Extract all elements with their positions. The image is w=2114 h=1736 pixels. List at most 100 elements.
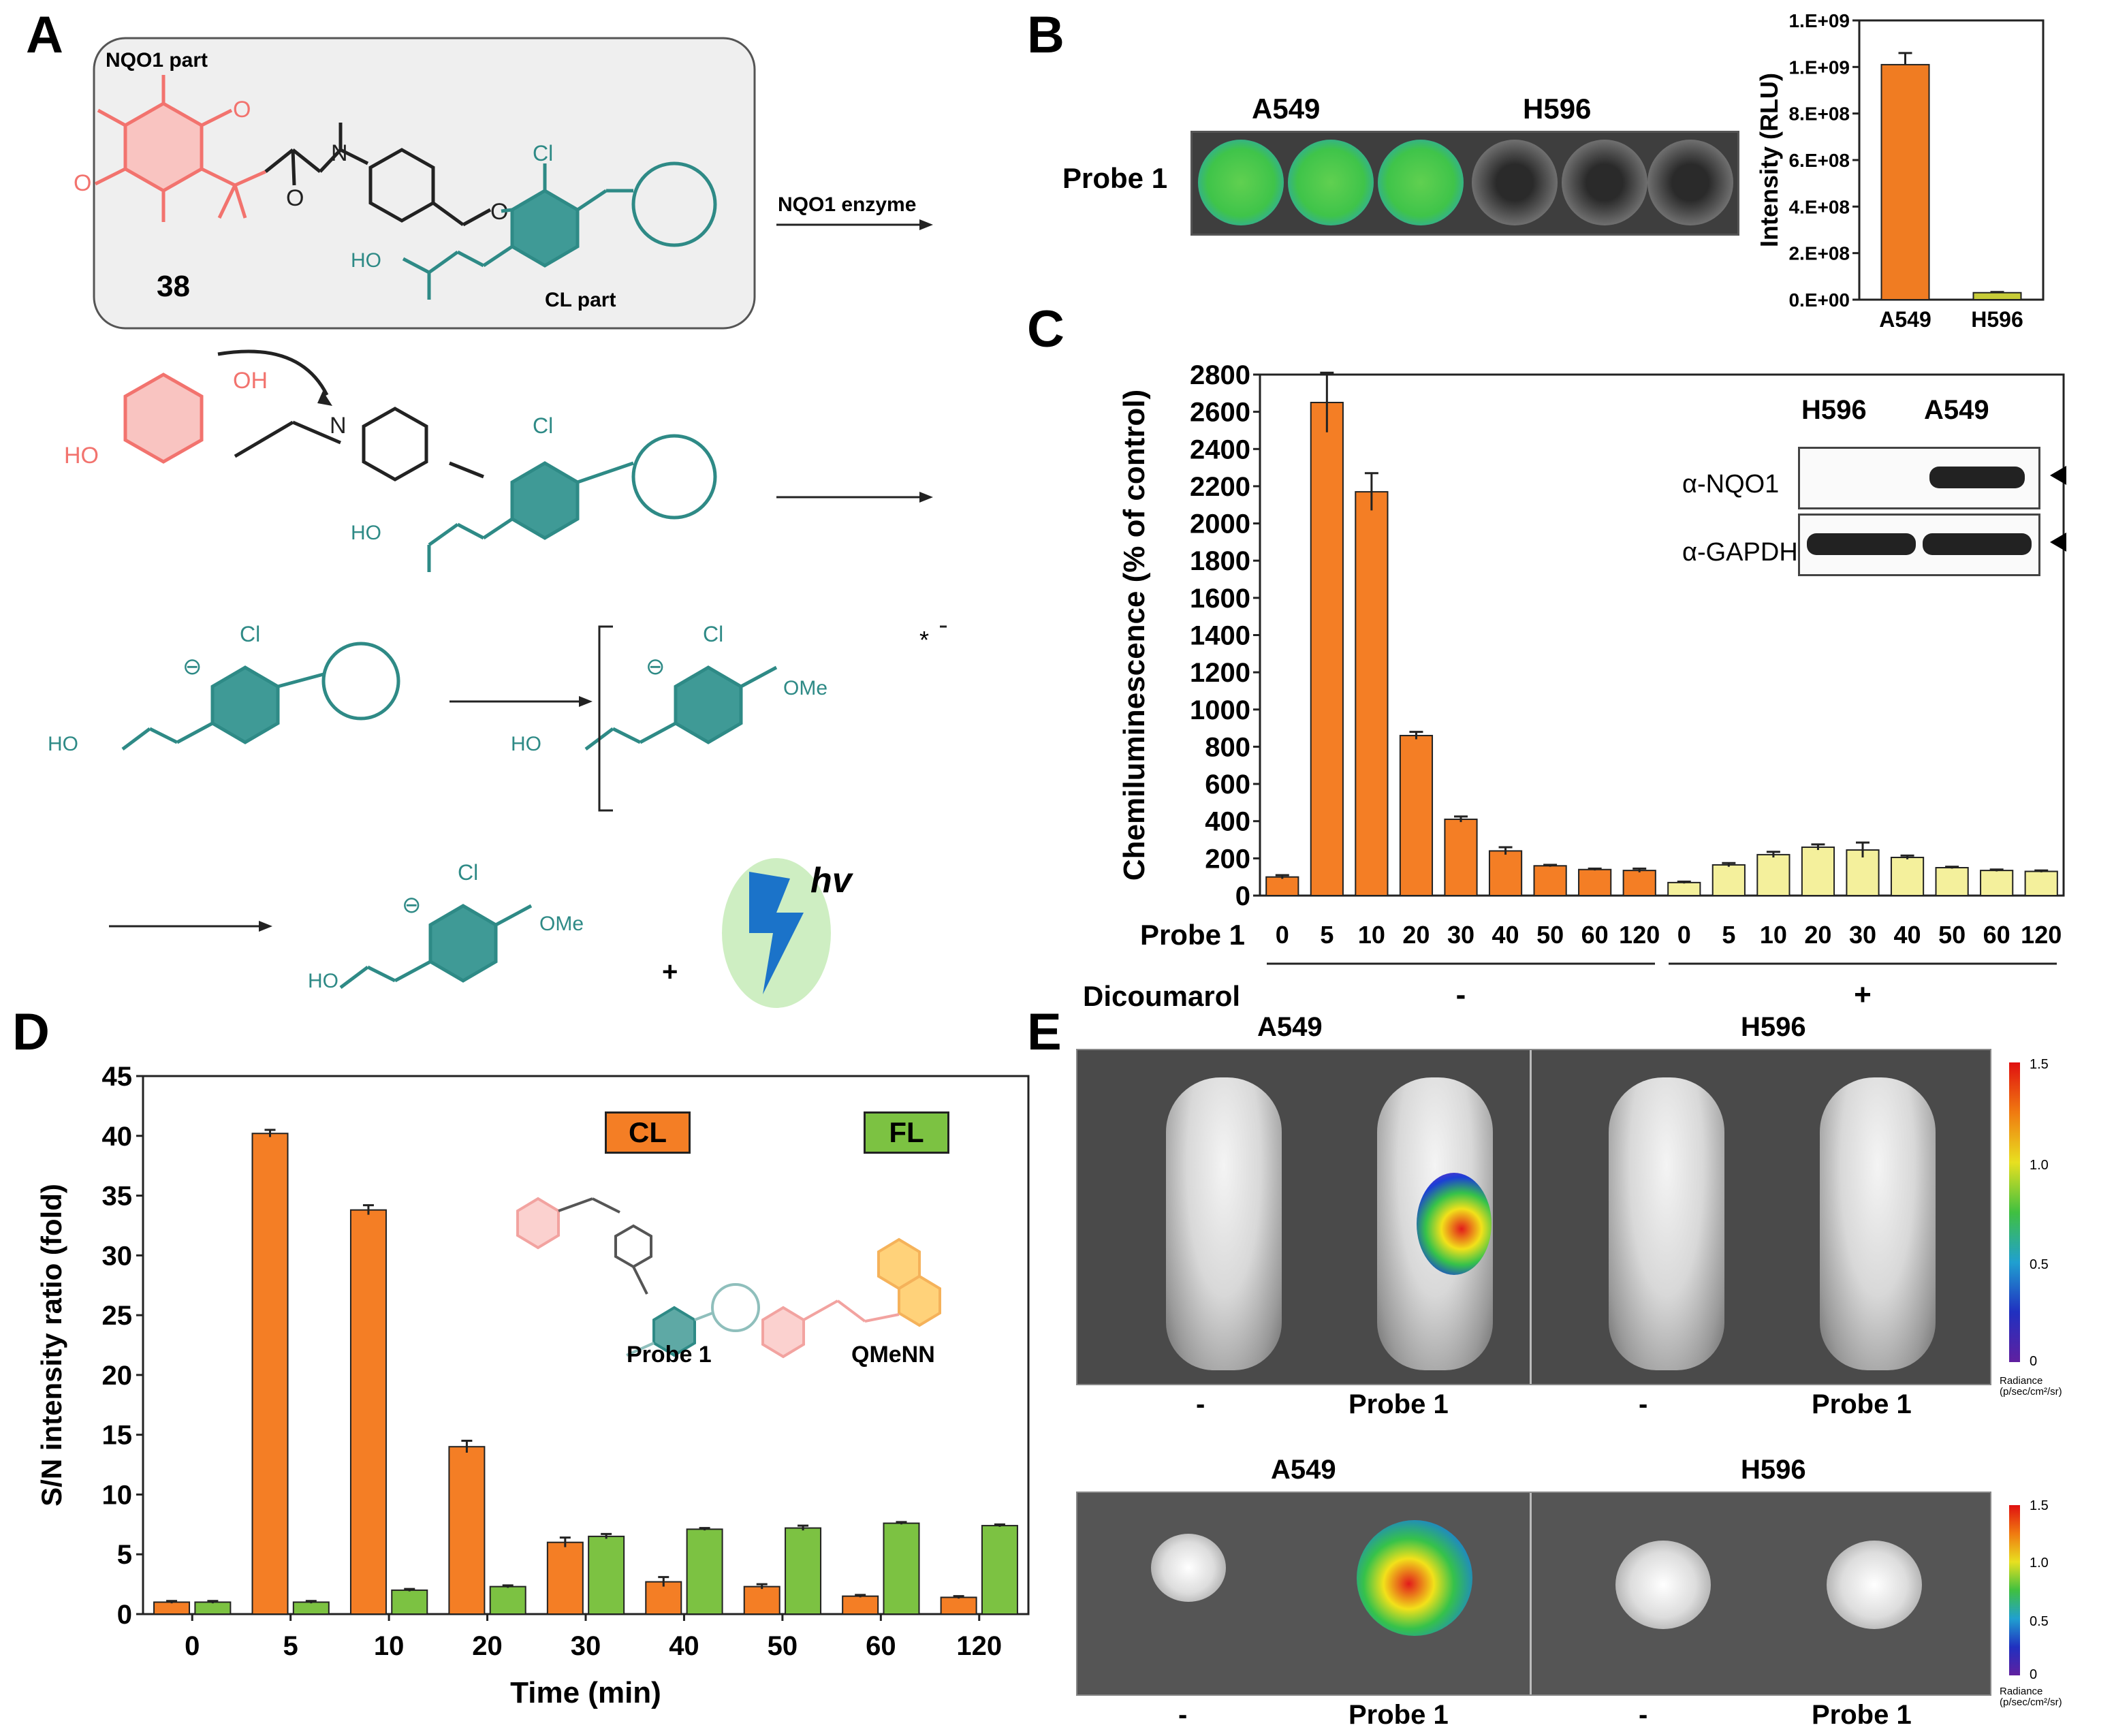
- chart-c-xtick-label: 10: [1760, 921, 1787, 949]
- chart-d-xtick-label: 0: [185, 1631, 200, 1661]
- chart-d-bar: [349, 1209, 387, 1615]
- compound-number: 38: [157, 270, 190, 303]
- chart-c-bar: [1578, 868, 1612, 896]
- e-top-cond-3: -: [1639, 1389, 1648, 1419]
- blot-band-gapdh-h596: [1807, 533, 1916, 555]
- e-bottom-cond-2: Probe 1: [1348, 1700, 1449, 1730]
- colorbar-bottom-tick-max: 1.5: [2030, 1498, 2049, 1513]
- blot-box-gapdh: [1798, 514, 2040, 576]
- chart-d-ytick-label: 20: [102, 1361, 133, 1391]
- colorbar-top: [2009, 1062, 2020, 1362]
- western-blot-inset: H596 A549 α-NQO1 α-GAPDH: [1662, 395, 2084, 599]
- chart-b-ytick-label: 6.E+08: [1788, 150, 1850, 171]
- chart-d-bar: [448, 1446, 486, 1615]
- chart-c-group-label: +: [1854, 978, 1872, 1011]
- ho-atom-2: HO: [64, 443, 99, 469]
- e-bottom-cond-1: -: [1178, 1700, 1188, 1730]
- oh-atom-2: OH: [233, 368, 268, 394]
- image-divider: [1530, 1050, 1532, 1384]
- chart-c-bar: [1399, 735, 1434, 896]
- chart-c-bar: [1801, 846, 1835, 897]
- panel-a-scheme: NQO1 part O O O N O Cl HO 38 CL part NQO…: [48, 37, 947, 1008]
- chart-d-xtick-label: 5: [283, 1631, 298, 1661]
- tumor-a549-probe: [1357, 1520, 1472, 1636]
- chart-b-bar: [1972, 291, 2022, 300]
- e-bottom-cond-4: Probe 1: [1812, 1700, 1912, 1730]
- chart-c-ytick-label: 1800: [1190, 546, 1250, 576]
- chart-b-ytick-label: 2.E+08: [1788, 243, 1850, 264]
- plus-sign: +: [662, 957, 678, 987]
- arrowhead-icon-2: [2050, 533, 2066, 552]
- ome-atom-2: OMe: [539, 913, 584, 935]
- o-top-1: O: [233, 97, 251, 123]
- chart-c-ytick-label: 800: [1205, 732, 1250, 762]
- panel-d-label: D: [12, 1003, 50, 1061]
- chart-c-bar: [1444, 818, 1478, 896]
- chart-c-xtick-label: 10: [1358, 921, 1385, 949]
- chart-c-inhibitor-label: Dicoumarol: [1083, 980, 1240, 1012]
- probe-structures-inset: Probe 1 QMeNN: [516, 1197, 941, 1368]
- well-h596-2: [1562, 140, 1647, 225]
- colorbar-top-tick-1: 1.0: [2030, 1158, 2049, 1173]
- oxide-1: ⊖: [183, 654, 202, 680]
- chart-c-group-label: -: [1456, 978, 1466, 1011]
- chart-d-ytick-label: 10: [102, 1480, 133, 1510]
- cl-part-label: CL part: [545, 289, 616, 311]
- e-top-cond-2: Probe 1: [1348, 1389, 1449, 1419]
- chart-c-xtick-label: 50: [1536, 921, 1564, 949]
- chart-d-bar: [981, 1525, 1018, 1615]
- chart-d-bar: [489, 1585, 526, 1615]
- chart-d-bar: [686, 1528, 723, 1615]
- chart-b-ytick-label: 0.E+00: [1788, 289, 1850, 311]
- e-bottom-cond-3: -: [1639, 1700, 1648, 1730]
- blot-row-nqo1: α-NQO1: [1682, 470, 1780, 499]
- chart-c-bar: [1265, 876, 1299, 897]
- chart-c-bar: [2024, 870, 2058, 896]
- chart-d-xtick-label: 50: [768, 1631, 798, 1661]
- chart-d-bar: [391, 1589, 428, 1615]
- chart-c-bar: [1756, 853, 1790, 897]
- blot-band-nqo1-a549: [1929, 467, 2025, 488]
- chart-d-ytick-label: 25: [102, 1301, 133, 1331]
- oxide-2: ⊖: [646, 654, 665, 680]
- chart-d-bar: [194, 1601, 232, 1615]
- chart-c-ytick-label: 1400: [1190, 621, 1250, 651]
- chart-c-xlabel: Probe 1: [1140, 919, 1245, 951]
- cl-atom-4: Cl: [703, 622, 723, 646]
- chart-c-bar: [1846, 849, 1880, 896]
- chart-c-ylabel: Chemiluminescence (% of control): [1118, 390, 1151, 881]
- colorbar-bottom-tick-05: 0.5: [2030, 1614, 2049, 1629]
- chart-c-ytick-label: 600: [1205, 770, 1250, 800]
- blot-col-h596: H596: [1801, 395, 1867, 425]
- chart-c-ytick-label: 2000: [1190, 509, 1250, 539]
- chart-c-xtick-label: 0: [1276, 921, 1289, 949]
- chart-c-xtick-label: 30: [1447, 921, 1474, 949]
- chart-c-bar: [1355, 491, 1389, 896]
- o-amide-1: O: [286, 185, 304, 211]
- tumor-h596-probe: [1827, 1541, 1922, 1629]
- well-h596-3: [1647, 140, 1733, 225]
- ho-acid-5: HO: [308, 970, 338, 992]
- nqo1-enzyme-label: NQO1 enzyme: [778, 193, 916, 216]
- chart-c-xtick-label: 60: [1983, 921, 2010, 949]
- chart-d-bar: [546, 1541, 584, 1615]
- ex-vivo-image: [1076, 1492, 1991, 1696]
- chart-c-ytick-label: 400: [1205, 807, 1250, 837]
- chart-d-ylabel: S/N intensity ratio (fold): [35, 1184, 67, 1506]
- chart-d-bar: [785, 1527, 822, 1615]
- chart-d: 0 5 10 15 20 25 30 35 40 45 0 5 10 20 30 40 50 60 120 Time …: [35, 1062, 1030, 1709]
- chart-c-ytick-label: 200: [1205, 844, 1250, 874]
- legend-cl: CL: [605, 1111, 691, 1154]
- chart-d-xtick-label: 30: [571, 1631, 601, 1661]
- in-vivo-image: [1076, 1049, 1991, 1385]
- chart-d-bar: [883, 1522, 920, 1615]
- chart-b-xtick-label: A549: [1879, 307, 1931, 332]
- chart-c-bar: [1488, 850, 1523, 897]
- panel-a-label: A: [26, 6, 63, 64]
- chart-d-ytick-label: 5: [117, 1540, 132, 1570]
- chart-d-xlabel: Time (min): [510, 1676, 661, 1709]
- chart-b-ylabel: Intensity (RLU): [1755, 73, 1783, 247]
- colorbar-top-title: Radiance (p/sec/cm²/sr): [2000, 1375, 2062, 1398]
- chart-d-xtick-label: 60: [866, 1631, 896, 1661]
- chart-c-ytick-label: 2800: [1190, 360, 1250, 390]
